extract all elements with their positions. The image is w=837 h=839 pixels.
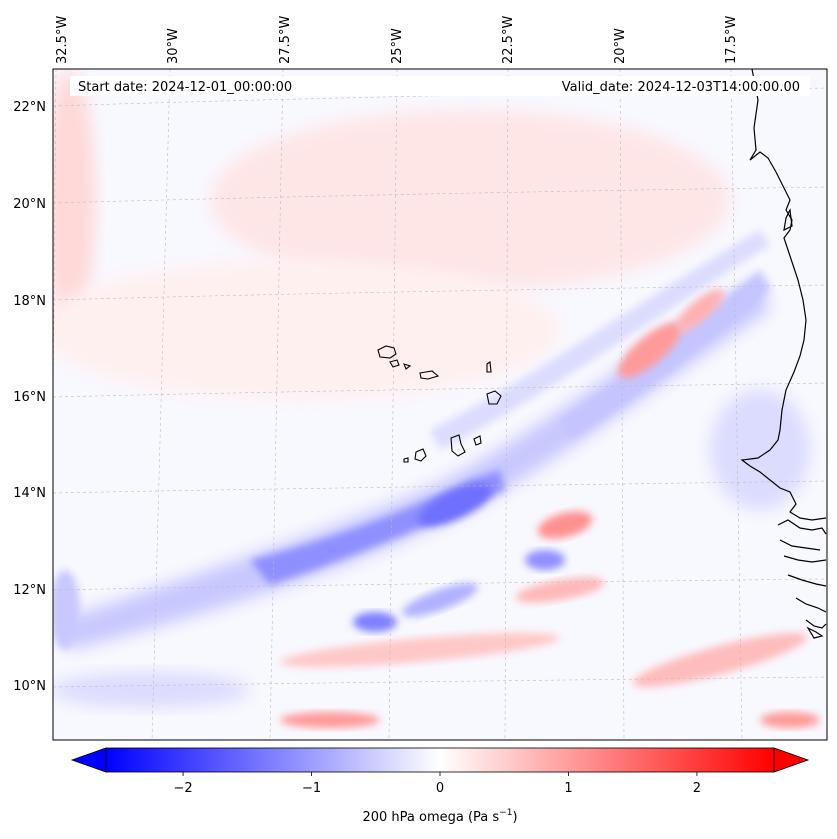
longitude-labels: 32.5°W 30°W 27.5°W 25°W 22.5°W 20°W 17.5… (55, 16, 739, 64)
colorbar-tick-label: −1 (302, 781, 321, 796)
valid-date-label: Valid_date: 2024-12-03T14:00:00.00 (562, 80, 800, 95)
cape-verde-islands (377, 345, 502, 463)
latitude-labels: 22°N 20°N 18°N 16°N 14°N 12°N 10°N (13, 100, 46, 694)
lat-label: 16°N (13, 390, 46, 405)
colorbar-label: 200 hPa omega (Pa s−1) (362, 808, 517, 825)
colorbar-tick-label: 0 (436, 781, 444, 796)
lat-label: 14°N (13, 486, 46, 501)
colorbar-gradient (105, 747, 775, 773)
lon-label: 20°W (613, 28, 628, 64)
lat-label: 10°N (13, 679, 46, 694)
colorbar-extend-min (70, 747, 107, 773)
lon-label: 22.5°W (501, 16, 516, 64)
colorbar-ticks: −2 −1 0 1 2 (173, 772, 701, 796)
colorbar-tick-label: −2 (173, 781, 192, 796)
start-date-label: Start date: 2024-12-01_00:00:00 (78, 80, 292, 95)
colorbar-tick-label: 2 (693, 781, 701, 796)
lon-label: 30°W (166, 28, 181, 64)
lat-label: 22°N (13, 100, 46, 115)
lon-label: 25°W (390, 28, 405, 64)
gridlines (53, 69, 827, 740)
lon-label: 32.5°W (55, 16, 70, 64)
lon-label: 17.5°W (724, 16, 739, 64)
plot-frame (52, 68, 828, 741)
lat-label: 18°N (13, 294, 46, 309)
colorbar-extend-max (773, 747, 810, 773)
colorbar-tick-label: 1 (564, 781, 572, 796)
lat-label: 20°N (13, 197, 46, 212)
lon-label: 27.5°W (278, 16, 293, 64)
lat-label: 12°N (13, 583, 46, 598)
colorbar: −2 −1 0 1 2 200 hPa omega (Pa s−1) (70, 747, 810, 825)
african-coastline (740, 69, 827, 639)
date-label-box (70, 76, 810, 96)
omega-field (53, 69, 827, 740)
